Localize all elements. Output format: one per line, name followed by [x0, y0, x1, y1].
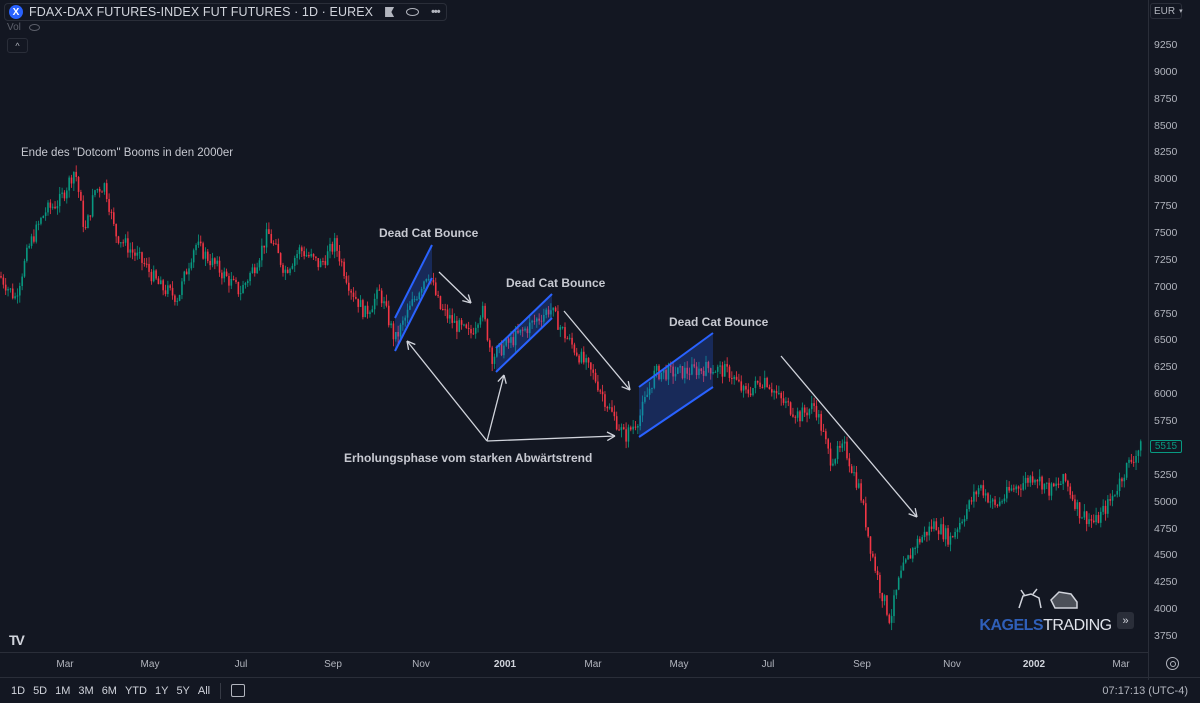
- time-tick: Nov: [412, 659, 430, 670]
- annotation-recovery-phase[interactable]: Erholungsphase vom starken Abwärtstrend: [344, 451, 593, 465]
- annotation-dead-cat-bounce-3[interactable]: Dead Cat Bounce: [669, 315, 769, 329]
- price-tick: 9250: [1154, 39, 1178, 51]
- bull-bear-icon: [1017, 588, 1078, 609]
- range-button-all[interactable]: All: [197, 684, 211, 697]
- annotation-dead-cat-bounce-2[interactable]: Dead Cat Bounce: [506, 276, 606, 290]
- range-button-1m[interactable]: 1M: [55, 684, 71, 697]
- time-tick: Jul: [234, 659, 248, 670]
- symbol-logo-icon: X: [9, 5, 23, 19]
- price-tick: 6000: [1154, 388, 1178, 401]
- range-button-3m[interactable]: 3M: [78, 684, 94, 697]
- price-tick: 6250: [1154, 361, 1178, 374]
- time-tick: Sep: [324, 659, 342, 670]
- chart-area[interactable]: [0, 0, 1148, 652]
- dead-cat-bounce-channel-3[interactable]: [639, 333, 713, 437]
- price-tick: 8000: [1154, 173, 1178, 186]
- time-tick: 2001: [493, 659, 517, 670]
- currency-select[interactable]: EUR ▾: [1150, 3, 1183, 19]
- range-button-1y[interactable]: 1Y: [154, 684, 169, 697]
- flag-icon[interactable]: [385, 7, 395, 17]
- range-button-1d[interactable]: 1D: [11, 684, 26, 697]
- price-tick: 5000: [1154, 495, 1178, 508]
- recovery-pointer-arrow-2[interactable]: [486, 374, 507, 442]
- currency-value: EUR: [1154, 5, 1176, 17]
- toolbar-divider: [220, 682, 222, 699]
- chevron-down-icon: ▾: [1179, 8, 1183, 15]
- bottom-toolbar: 1D 5D 1M 3M 6M YTD 1Y 5Y All 07:17:13 (UTC-4): [0, 677, 1200, 703]
- price-tick: 9000: [1154, 65, 1178, 78]
- price-tick: 4250: [1154, 576, 1178, 589]
- settings-gear-icon[interactable]: [1166, 657, 1179, 670]
- time-tick: May: [140, 659, 160, 670]
- volume-legend: Vol: [7, 22, 40, 33]
- downtrend-arrow-1[interactable]: [438, 271, 472, 304]
- more-icon[interactable]: •••: [431, 6, 441, 18]
- chevron-up-icon: ^: [15, 40, 20, 51]
- time-tick: Mar: [584, 659, 602, 670]
- time-tick: May: [669, 659, 689, 670]
- price-tick: 6750: [1154, 307, 1178, 320]
- price-tick: 3750: [1154, 629, 1178, 642]
- symbol-title[interactable]: FDAX-DAX FUTURES-INDEX FUT FUTURES · 1D …: [29, 5, 374, 19]
- calendar-goto-icon[interactable]: [231, 684, 246, 697]
- price-tick: 4000: [1154, 603, 1178, 616]
- range-button-5d[interactable]: 5D: [33, 684, 48, 697]
- price-tick: 7250: [1154, 253, 1178, 266]
- time-tick: Mar: [1112, 659, 1130, 670]
- watermark-part1: KAGELS: [979, 617, 1044, 634]
- watermark-part2: TRADING: [1043, 617, 1112, 634]
- price-tick: 4500: [1154, 549, 1178, 562]
- eye-crossed-icon[interactable]: [28, 24, 40, 31]
- tradingview-logo[interactable]: TV: [9, 632, 25, 648]
- time-tick: Jul: [761, 659, 775, 670]
- price-tick: 7750: [1154, 200, 1178, 213]
- collapse-legend-button[interactable]: ^: [7, 38, 28, 53]
- annotation-dotcom[interactable]: Ende des "Dotcom" Booms in den 2000er: [21, 147, 234, 159]
- recovery-pointer-arrow-1[interactable]: [406, 340, 488, 442]
- range-button-5y[interactable]: 5Y: [176, 684, 190, 697]
- price-tick: 8750: [1154, 92, 1178, 105]
- recovery-pointer-arrow-3[interactable]: [486, 431, 616, 442]
- price-tick: 7000: [1154, 280, 1178, 293]
- range-button-ytd[interactable]: YTD: [124, 684, 147, 697]
- time-tick: Sep: [853, 659, 871, 670]
- price-tick: 8500: [1154, 119, 1178, 132]
- price-tick: 4750: [1154, 522, 1178, 535]
- scroll-to-realtime-button[interactable]: »: [1117, 612, 1134, 629]
- double-chevron-right-icon: »: [1122, 614, 1129, 627]
- dead-cat-bounce-channel-2[interactable]: [496, 294, 552, 372]
- dead-cat-bounce-channel-1[interactable]: [395, 245, 432, 351]
- price-tick: 5250: [1154, 468, 1178, 481]
- clock[interactable]: 07:17:13 (UTC-4): [1102, 684, 1188, 697]
- candlestick-chart[interactable]: [0, 0, 1148, 652]
- price-axis[interactable]: 9250 9000 8750 8500 8250 8000 7750 7500 7250 7000…: [1148, 0, 1200, 680]
- price-tick: 5750: [1154, 415, 1178, 428]
- time-tick: Nov: [943, 659, 961, 670]
- last-price-badge: 5515: [1150, 440, 1182, 453]
- time-tick: 2002: [1022, 659, 1046, 670]
- downtrend-arrow-3[interactable]: [780, 355, 918, 518]
- range-button-6m[interactable]: 6M: [101, 684, 117, 697]
- time-axis[interactable]: Mar May Jul Sep Nov 2001 Mar May Jul Sep Nov 2002 Ma…: [0, 652, 1148, 676]
- kagels-trading-watermark: KAGELSTRADING: [978, 588, 1113, 635]
- downtrend-arrow-2[interactable]: [563, 310, 631, 391]
- annotation-dead-cat-bounce-1[interactable]: Dead Cat Bounce: [379, 226, 479, 240]
- time-tick: Mar: [56, 659, 74, 670]
- symbol-legend[interactable]: X FDAX-DAX FUTURES-INDEX FUT FUTURES · 1…: [4, 3, 447, 21]
- price-tick: 8250: [1154, 146, 1178, 159]
- eye-icon[interactable]: [406, 8, 420, 16]
- volume-label: Vol: [7, 22, 21, 33]
- price-tick: 6500: [1154, 334, 1178, 347]
- price-tick: 7500: [1154, 227, 1178, 240]
